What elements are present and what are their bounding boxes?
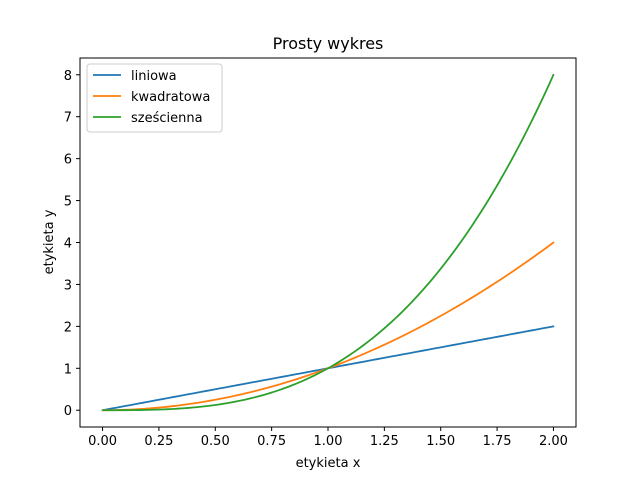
y-tick-label: 7 — [64, 111, 72, 126]
y-tick-label: 5 — [64, 195, 72, 210]
x-tick-label: 0.25 — [144, 434, 173, 449]
y-tick-label: 3 — [64, 278, 72, 293]
x-tick-label: 1.25 — [370, 434, 399, 449]
plot-area — [101, 73, 555, 412]
legend-box — [86, 63, 223, 133]
x-tick-label: 1.00 — [314, 434, 343, 449]
x-tick-label: 1.75 — [483, 434, 512, 449]
y-tick-label: 4 — [64, 237, 72, 252]
y-tick-label: 1 — [64, 362, 72, 377]
y-tick-label: 6 — [64, 153, 72, 168]
y-tick-label: 8 — [64, 69, 72, 84]
series-line-3 — [101, 73, 555, 412]
x-tick-label: 2.00 — [539, 434, 568, 449]
x-tick-label: 0.00 — [88, 434, 117, 449]
x-axis: 0.00 0.25 0.50 0.75 1.00 1.25 1.50 1.75 2.00 — [88, 427, 568, 449]
y-axis: 0 1 2 3 4 5 6 7 8 — [64, 69, 80, 419]
x-tick-label: 0.50 — [201, 434, 230, 449]
legend-label: kwadratowa — [131, 90, 210, 105]
legend-label: liniowa — [131, 69, 177, 84]
legend: liniowa kwadratowa sześcienna — [86, 63, 223, 133]
y-tick-label: 2 — [64, 320, 72, 335]
x-tick-label: 0.75 — [257, 434, 286, 449]
y-tick-label: 0 — [64, 404, 72, 419]
x-tick-label: 1.50 — [426, 434, 455, 449]
x-axis-label: etykieta x — [296, 456, 361, 471]
y-axis-label: etykieta y — [42, 209, 57, 274]
legend-label: sześcienna — [131, 111, 203, 126]
chart-title: Prosty wykres — [273, 34, 384, 53]
